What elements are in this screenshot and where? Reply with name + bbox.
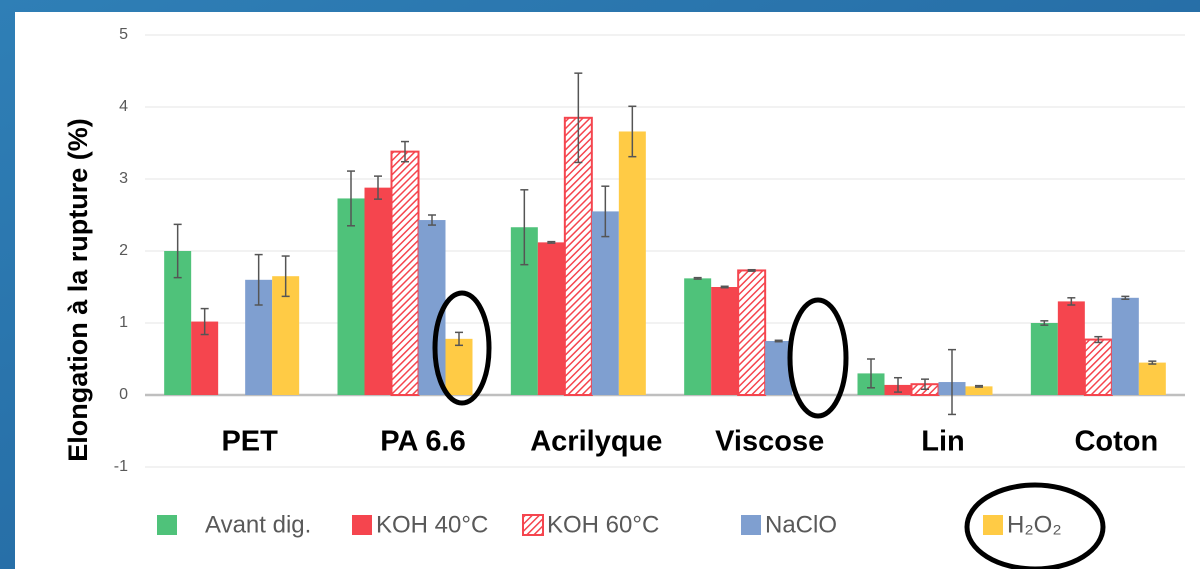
error-bar bbox=[254, 253, 263, 306]
legend-swatch bbox=[983, 515, 1003, 535]
x-tick-label: Lin bbox=[921, 426, 965, 458]
error-bar bbox=[1067, 297, 1076, 306]
error-bar bbox=[921, 378, 929, 390]
bar bbox=[1057, 301, 1085, 395]
error-bar bbox=[747, 268, 756, 272]
y-axis-label: Elongation à la rupture (%) bbox=[63, 118, 93, 462]
y-tick-label: 5 bbox=[119, 26, 128, 43]
error-bar bbox=[894, 376, 902, 393]
error-bar bbox=[401, 140, 409, 163]
legend-label: H₂O₂ bbox=[1007, 511, 1062, 538]
error-bar bbox=[547, 240, 556, 244]
bar bbox=[537, 242, 565, 395]
bar bbox=[1030, 323, 1058, 395]
error-bar bbox=[1040, 320, 1049, 326]
error-bar bbox=[428, 214, 436, 226]
legend-swatch bbox=[522, 514, 544, 536]
error-bar bbox=[1148, 360, 1157, 365]
bar bbox=[684, 278, 712, 395]
x-tick-label: Viscose bbox=[715, 426, 824, 458]
bar bbox=[337, 198, 365, 395]
legend-swatch bbox=[352, 515, 372, 535]
bar bbox=[364, 187, 392, 395]
error-bar bbox=[520, 189, 529, 266]
legend-swatch bbox=[157, 515, 177, 535]
y-tick-label: -1 bbox=[114, 458, 128, 475]
error-bar bbox=[200, 307, 209, 336]
error-bar bbox=[720, 285, 729, 289]
error-bar bbox=[628, 105, 637, 158]
bar bbox=[390, 150, 420, 396]
bar bbox=[445, 338, 473, 395]
legend-swatch bbox=[741, 515, 761, 535]
legend-label: NaClO bbox=[765, 511, 837, 538]
error-bar bbox=[455, 331, 463, 347]
bar bbox=[1138, 362, 1166, 395]
x-tick-label: PET bbox=[221, 426, 278, 458]
y-tick-label: 0 bbox=[119, 386, 128, 403]
x-tick-label: Acrilyque bbox=[530, 426, 662, 458]
y-tick-label: 1 bbox=[119, 314, 128, 331]
error-bar bbox=[374, 175, 382, 200]
highlight-ellipse bbox=[432, 290, 492, 406]
error-bar bbox=[693, 276, 702, 280]
bar bbox=[765, 341, 793, 395]
highlight-ellipse bbox=[964, 482, 1106, 569]
error-bar bbox=[574, 72, 583, 164]
error-bar bbox=[774, 339, 783, 343]
error-bar bbox=[948, 348, 956, 416]
error-bar bbox=[173, 223, 182, 279]
error-bar bbox=[281, 255, 290, 298]
error-bar bbox=[347, 170, 355, 227]
bar bbox=[965, 386, 993, 395]
error-bar bbox=[1094, 335, 1103, 344]
legend-label: Avant dig. bbox=[205, 511, 311, 538]
bar bbox=[737, 269, 767, 396]
x-tick-label: PA 6.6 bbox=[380, 426, 465, 458]
y-tick-label: 2 bbox=[119, 242, 128, 259]
error-bar bbox=[975, 384, 983, 388]
legend-label: KOH 40°C bbox=[376, 511, 488, 538]
error-bar bbox=[867, 358, 875, 389]
bar bbox=[711, 287, 739, 395]
bar bbox=[591, 211, 619, 395]
x-tick-label: Coton bbox=[1074, 426, 1158, 458]
bar bbox=[1083, 338, 1113, 396]
y-tick-label: 4 bbox=[119, 98, 128, 115]
highlight-ellipse bbox=[787, 297, 849, 419]
legend-label: KOH 60°C bbox=[547, 511, 659, 538]
bar bbox=[618, 131, 646, 396]
bar bbox=[1111, 297, 1139, 395]
error-bar bbox=[1121, 295, 1130, 300]
y-tick-label: 3 bbox=[119, 170, 128, 187]
error-bar bbox=[601, 185, 610, 238]
